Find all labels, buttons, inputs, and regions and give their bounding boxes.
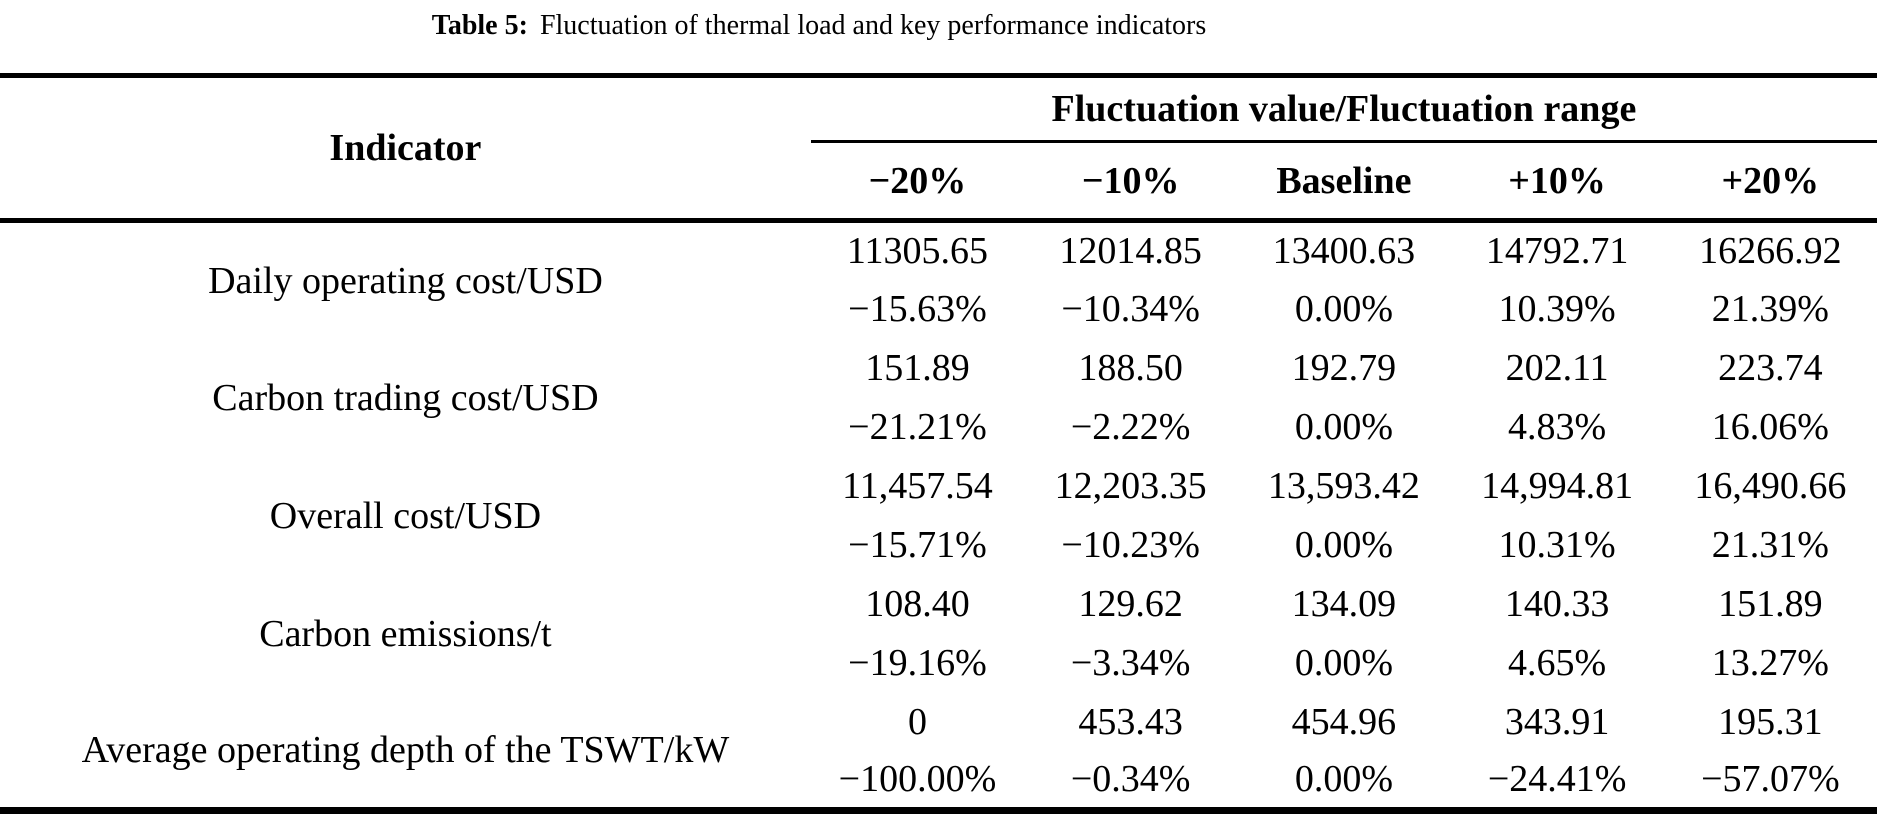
col-header-baseline: Baseline: [1237, 141, 1451, 223]
value-cell: 188.50: [1078, 347, 1183, 389]
range-cell: 0.00%: [1294, 642, 1393, 684]
range-cell: 4.83%: [1508, 406, 1607, 448]
value-cell: 134.09: [1291, 583, 1397, 625]
range-cell: 0.00%: [1294, 524, 1393, 566]
row-label-average-operating-depth-tswt: Average operating depth of the TSWT/kW: [81, 728, 730, 771]
range-cell: −24.41%: [1487, 758, 1627, 801]
value-cell: 14,994.81: [1481, 465, 1634, 507]
table-row: −15.63% −10.34% 0.00% 10.39% 21.39%: [0, 280, 1877, 339]
row-label-overall-cost: Overall cost/USD: [269, 494, 542, 537]
range-cell: −3.34%: [1070, 642, 1191, 684]
col-header-minus-10: −10%: [1024, 141, 1238, 223]
range-cell: 13.27%: [1711, 642, 1829, 684]
value-cell: 195.31: [1718, 701, 1823, 743]
indicator-column-header: Indicator: [0, 75, 811, 223]
range-cell: 0.00%: [1294, 288, 1393, 330]
value-cell: 151.89: [865, 347, 970, 389]
value-cell: 12014.85: [1059, 230, 1202, 273]
value-cell: 343.91: [1504, 701, 1610, 743]
range-cell: −15.63%: [848, 288, 987, 330]
range-cell: −19.16%: [848, 642, 987, 684]
value-cell: 13400.63: [1272, 230, 1416, 273]
range-cell: 21.39%: [1711, 288, 1829, 330]
value-cell: 454.96: [1291, 701, 1397, 743]
range-cell: 16.06%: [1711, 406, 1829, 448]
range-cell: −10.34%: [1061, 288, 1200, 330]
value-cell: 202.11: [1505, 347, 1609, 389]
range-cell: 4.65%: [1508, 642, 1607, 684]
col-header-plus-20: +20%: [1663, 141, 1877, 223]
range-cell: 0.00%: [1294, 406, 1393, 448]
table-number-label: Table 5:: [431, 10, 528, 41]
row-label-daily-operating-cost: Daily operating cost/USD: [208, 259, 603, 302]
table-row: −100.00% −0.34% 0.00% −24.41% −57.07%: [0, 752, 1877, 811]
value-cell: 16,490.66: [1694, 465, 1847, 507]
kpi-table: Indicator Fluctuation value/Fluctuation …: [0, 73, 1877, 814]
table-caption: Table 5: Fluctuation of thermal load and …: [0, 0, 1877, 73]
table-row: −21.21% −2.22% 0.00% 4.83% 16.06%: [0, 398, 1877, 457]
range-cell: −2.22%: [1070, 406, 1191, 448]
range-cell: 21.31%: [1711, 524, 1829, 566]
value-cell: 12,203.35: [1054, 465, 1207, 507]
range-cell: −21.21%: [848, 406, 987, 448]
value-cell: 151.89: [1718, 583, 1823, 625]
table-caption-text: Fluctuation of thermal load and key perf…: [539, 10, 1207, 41]
range-cell: 10.31%: [1498, 524, 1616, 566]
table-row: −19.16% −3.34% 0.00% 4.65% 13.27%: [0, 634, 1877, 693]
value-cell: 192.79: [1291, 347, 1397, 389]
table-row: Overall cost/USD 11,457.54 12,203.35 13,…: [0, 457, 1877, 535]
value-cell: 0: [907, 701, 927, 743]
value-cell: 129.62: [1078, 583, 1183, 625]
value-cell: 11,457.54: [842, 465, 993, 507]
range-cell: −57.07%: [1701, 758, 1840, 801]
col-header-minus-20: −20%: [810, 141, 1025, 223]
value-cell: 140.33: [1504, 583, 1610, 625]
value-cell: 108.40: [865, 583, 970, 625]
range-cell: −15.71%: [848, 524, 987, 566]
table-row: Daily operating cost/USD 11305.65 12014.…: [0, 221, 1877, 300]
row-label-carbon-trading-cost: Carbon trading cost/USD: [212, 376, 599, 419]
range-cell: −10.23%: [1061, 524, 1200, 566]
value-cell: 11305.65: [846, 230, 988, 273]
table-row: Average operating depth of the TSWT/kW 0…: [0, 693, 1877, 769]
col-header-plus-10: +10%: [1450, 141, 1664, 223]
row-label-carbon-emissions: Carbon emissions/t: [259, 612, 552, 655]
table-row: Carbon emissions/t 108.40 129.62 134.09 …: [0, 575, 1877, 653]
range-cell: −0.34%: [1070, 758, 1191, 801]
range-cell: 10.39%: [1498, 288, 1616, 330]
fluctuation-group-header: Fluctuation value/Fluctuation range: [810, 75, 1877, 143]
value-cell: 453.43: [1078, 701, 1183, 743]
value-cell: 16266.92: [1699, 230, 1842, 273]
range-cell: −100.00%: [838, 758, 997, 801]
table-row: −15.71% −10.23% 0.00% 10.31% 21.31%: [0, 516, 1877, 575]
value-cell: 13,593.42: [1267, 465, 1420, 507]
value-cell: 14792.71: [1485, 230, 1629, 273]
range-cell: 0.00%: [1294, 758, 1393, 801]
value-cell: 223.74: [1718, 347, 1823, 389]
table-row: Carbon trading cost/USD 151.89 188.50 19…: [0, 339, 1877, 417]
